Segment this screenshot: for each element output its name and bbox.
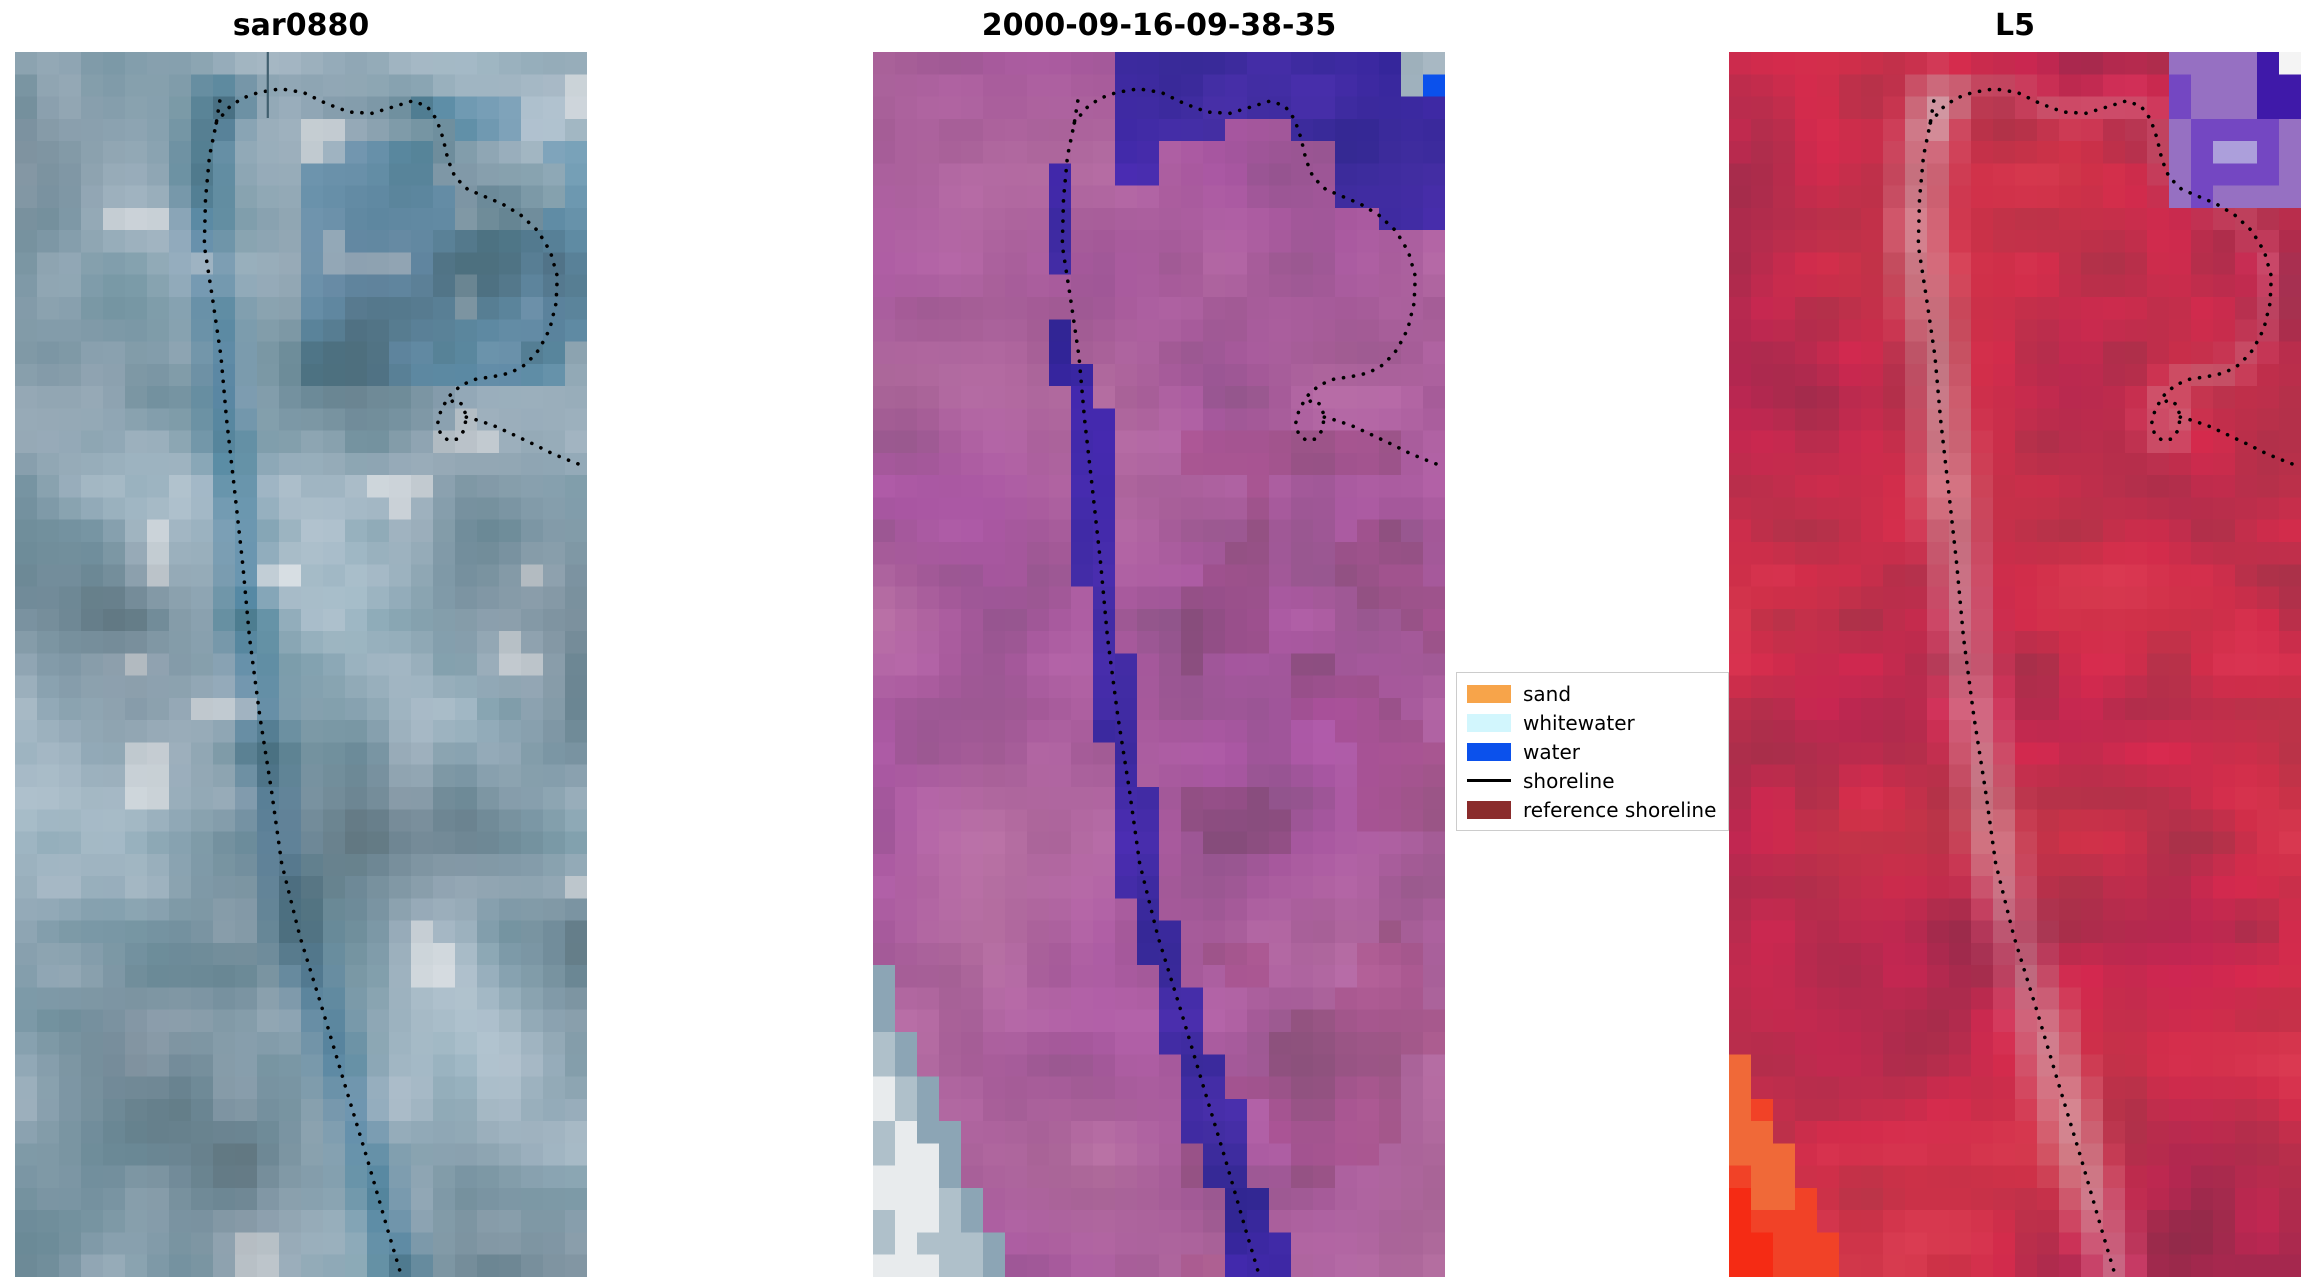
shoreline-overlay-sar	[202, 52, 587, 1277]
legend-label-sand: sand	[1523, 681, 1572, 706]
legend-item-sand: sand	[1467, 681, 1718, 706]
legend-label-whitewater: whitewater	[1523, 710, 1635, 735]
legend-label-water: water	[1523, 739, 1580, 764]
legend-label-reference-shoreline: reference shoreline	[1523, 797, 1717, 822]
legend: sand whitewater water shoreline referenc…	[1456, 672, 1729, 831]
reference-shoreline-swatch	[1467, 800, 1511, 819]
legend-item-reference-shoreline: reference shoreline	[1467, 797, 1718, 822]
shoreline-line-swatch	[1467, 779, 1511, 782]
legend-item-water: water	[1467, 739, 1718, 764]
legend-item-shoreline: shoreline	[1467, 768, 1718, 793]
legend-item-whitewater: whitewater	[1467, 710, 1718, 735]
legend-label-shoreline: shoreline	[1523, 768, 1615, 793]
shoreline-overlay-l5	[1916, 86, 2301, 1277]
sand-swatch	[1467, 684, 1511, 703]
satellite-image-optical	[873, 52, 1445, 1277]
satellite-image-l5	[1729, 52, 2301, 1277]
panel-title-sar0880: sar0880	[232, 8, 370, 43]
panel-sar0880: sar0880	[15, 8, 587, 1277]
water-swatch	[1467, 742, 1511, 761]
panel-title-optical: 2000-09-16-09-38-35	[981, 8, 1337, 43]
satellite-image-sar	[15, 52, 587, 1277]
panel-l5: L5	[1729, 8, 2301, 1277]
panel-optical: 2000-09-16-09-38-35	[873, 8, 1445, 1277]
whitewater-swatch	[1467, 713, 1511, 732]
panel-title-l5: L5	[1995, 8, 2035, 43]
shoreline-overlay-optical	[1060, 86, 1445, 1277]
